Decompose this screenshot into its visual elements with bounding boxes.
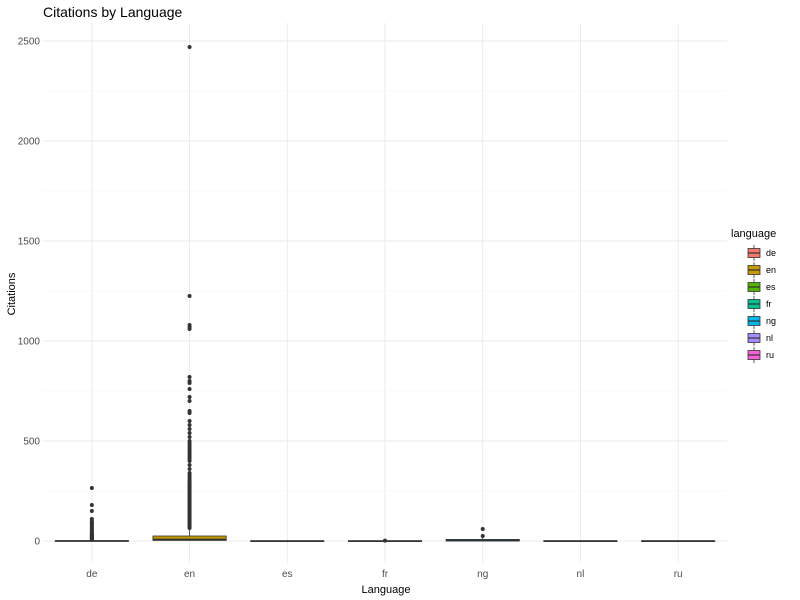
legend-label: nl [766,333,773,343]
outlier-point [89,517,94,521]
legend-item-nl: nl [747,330,773,346]
outlier-point [480,527,485,531]
y-tick-label: 1000 [18,337,41,348]
x-tick-label: es [282,569,293,580]
outlier-point [187,463,192,467]
outlier-point [187,409,192,413]
legend: language de en es fr ng nl ru [731,228,776,363]
x-axis-ticks: de en es fr ng nl ru [86,569,682,580]
y-tick-label: 2000 [18,137,41,148]
outlier-point [187,294,192,298]
x-tick-label: en [184,569,195,580]
box-en [152,45,227,541]
legend-item-es: es [747,279,776,295]
box-ru [641,540,716,542]
outlier-point [187,387,192,391]
x-axis-title: Language [362,584,411,596]
box-de [54,486,129,542]
y-axis-ticks: 0 500 1000 1500 2000 2500 [18,37,41,548]
legend-item-ng: ng [747,313,776,329]
outlier-point [89,486,94,490]
y-tick-label: 500 [23,437,40,448]
outlier-point [187,399,192,403]
legend-label: en [766,265,776,275]
legend-label: es [766,282,776,292]
outlier-point [480,534,485,538]
legend-item-ru: ru [747,347,774,363]
legend-item-en: en [747,262,776,278]
x-tick-label: nl [577,569,585,580]
legend-title: language [731,228,776,240]
outlier-point [187,419,192,423]
chart-title: Citations by Language [43,4,183,20]
legend-item-fr: fr [747,296,772,312]
x-tick-label: fr [382,569,389,580]
y-tick-label: 1500 [18,237,41,248]
outlier-point [187,375,192,379]
outlier-point [187,423,192,427]
x-tick-label: ru [674,569,683,580]
outlier-point [89,509,94,513]
legend-item-de: de [747,245,776,261]
box-body [152,535,227,541]
box-es [250,540,325,542]
outlier-point [187,467,192,471]
legend-label: ru [766,350,774,360]
outlier-point [187,471,192,475]
x-tick-label: ng [477,569,488,580]
y-tick-label: 0 [34,537,40,548]
y-tick-label: 2500 [18,37,41,48]
outlier-point [187,45,192,49]
box-fr [347,538,423,543]
outlier-point [383,538,387,543]
outlier-point [187,379,192,383]
outlier-point [187,395,192,399]
outlier-point [187,439,192,443]
legend-label: de [766,248,776,258]
outlier-point [187,427,192,431]
legend-label: ng [766,316,776,326]
y-axis-title: Citations [6,272,18,315]
x-tick-label: de [86,569,98,580]
box-series [54,45,716,543]
box-nl [543,540,618,542]
outlier-point [187,323,192,327]
legend-label: fr [766,299,772,309]
outlier-point [187,431,192,435]
box-ng [445,527,520,542]
outlier-point [89,503,94,507]
outlier-point [187,435,192,439]
